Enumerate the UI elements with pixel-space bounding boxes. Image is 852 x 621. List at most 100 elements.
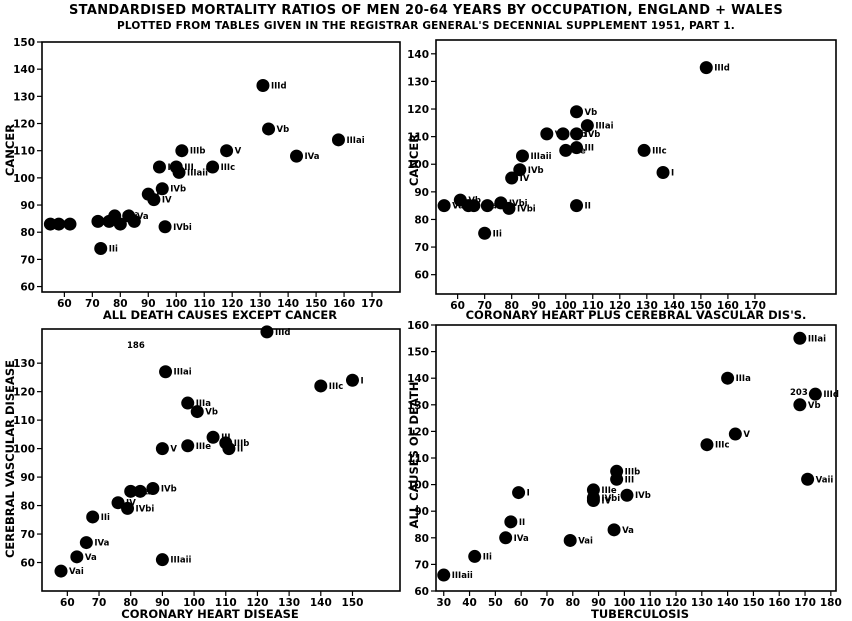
- data-point: [656, 166, 670, 180]
- point-label: Vai: [452, 202, 467, 212]
- point-label: I: [360, 376, 363, 386]
- point-label: IVa: [94, 539, 109, 549]
- point-label: IIIaii: [452, 571, 473, 581]
- point-label: Vaii: [139, 487, 157, 497]
- data-point: [556, 127, 570, 141]
- point-label: IV: [520, 174, 530, 184]
- x-axis-label: ALL DEATH CAUSES EXCEPT CANCER: [103, 308, 337, 322]
- point-label: IVa: [514, 534, 529, 544]
- point-label: IIIa: [196, 399, 211, 409]
- x-tick-label: 160: [333, 298, 355, 310]
- data-point: [147, 193, 161, 207]
- data-point: [637, 143, 651, 157]
- x-tick-label: 170: [744, 300, 766, 312]
- data-point: [94, 242, 108, 256]
- point-label: IIi: [101, 513, 110, 523]
- point-label: IIIai: [174, 368, 192, 378]
- y-tick-label: 90: [20, 200, 35, 212]
- point-label: Vb: [808, 401, 821, 411]
- point-label: IIi: [493, 229, 502, 239]
- point-label: II: [237, 445, 243, 455]
- point-label: V: [170, 445, 177, 455]
- y-tick-label: 70: [20, 529, 35, 541]
- point-label: V: [743, 430, 750, 440]
- data-point: [580, 119, 594, 133]
- y-tick-label: 110: [13, 146, 35, 158]
- y-axis-label: CANCER: [3, 124, 17, 176]
- point-label: IIIc: [715, 441, 730, 451]
- point-label: IIIb: [190, 147, 206, 157]
- data-point: [155, 553, 169, 567]
- data-point: [808, 387, 822, 401]
- point-label: Vb: [205, 408, 218, 418]
- point-label: IVbi: [509, 199, 528, 209]
- data-point: [175, 144, 189, 158]
- data-point: [133, 484, 147, 498]
- data-point: [540, 127, 554, 141]
- x-tick-label: 180: [820, 597, 842, 609]
- data-point: [91, 214, 105, 228]
- x-tick-label: 110: [215, 597, 237, 609]
- data-point: [314, 379, 328, 393]
- x-tick-label: 150: [305, 298, 327, 310]
- plot-frame: [435, 324, 837, 592]
- data-point: [607, 523, 621, 537]
- point-label: III: [184, 163, 194, 173]
- scatter-panel-all-causes-vs-tuberculosis: 30 40 50 60 70 80 90 100 110 120 130 140 150 160 170 18…: [407, 320, 842, 621]
- point-label: I: [671, 169, 674, 179]
- x-tick-label: 140: [663, 300, 685, 312]
- point-label: Vaii: [816, 475, 834, 485]
- y-tick-label: 130: [13, 358, 35, 370]
- x-tick-label: 150: [342, 597, 364, 609]
- x-tick-label: 60: [60, 597, 75, 609]
- data-point: [468, 549, 482, 563]
- data-point: [480, 199, 494, 213]
- y-tick-label: 90: [414, 187, 429, 199]
- x-tick-label: 80: [123, 597, 138, 609]
- data-point: [570, 141, 584, 155]
- point-label: II: [519, 518, 525, 528]
- data-point: [586, 494, 600, 508]
- data-point: [610, 472, 624, 486]
- data-point: [159, 365, 173, 379]
- x-tick-label: 30: [436, 597, 451, 609]
- y-tick-label: 70: [414, 242, 429, 254]
- x-tick-label: 120: [665, 597, 687, 609]
- data-point: [206, 430, 220, 444]
- point-label: III: [585, 144, 595, 154]
- point-label: Va: [85, 553, 97, 563]
- data-point: [222, 442, 236, 456]
- y-tick-label: 110: [13, 415, 35, 427]
- data-point: [290, 149, 304, 163]
- data-point: [111, 496, 125, 510]
- data-point: [54, 564, 68, 578]
- data-point: [559, 143, 573, 157]
- point-label: IVbi: [173, 223, 192, 233]
- chart-title: STANDARDISED MORTALITY RATIOS OF MEN 20-…: [69, 3, 783, 18]
- point-label: IVb: [585, 130, 601, 140]
- y-tick-label: 80: [20, 501, 35, 513]
- data-point: [260, 325, 274, 339]
- x-tick-label: 90: [141, 298, 156, 310]
- data-point: [220, 144, 234, 158]
- x-tick-label: 110: [193, 298, 215, 310]
- data-point: [700, 438, 714, 452]
- y-tick-label: 140: [407, 49, 429, 61]
- y-tick-label: 150: [407, 347, 429, 359]
- x-tick-label: 170: [361, 298, 383, 310]
- data-point: [155, 182, 169, 196]
- scatter-panel-cancer-vs-all-except-cancer: 60 70 80 90 100 110 120 130 140 150 160 170 60 70 80 90…: [3, 37, 401, 322]
- point-label: IIIc: [221, 163, 236, 173]
- x-tick-label: 110: [639, 597, 661, 609]
- data-point: [146, 481, 160, 495]
- y-tick-label: 130: [407, 400, 429, 412]
- y-tick-label: 70: [20, 254, 35, 266]
- data-point: [437, 199, 451, 213]
- point-label: IIId: [714, 64, 730, 74]
- data-point: [512, 486, 526, 500]
- data-point: [793, 331, 807, 345]
- data-point: [345, 373, 359, 387]
- point-label: IIId: [823, 390, 839, 400]
- y-tick-label: 70: [414, 559, 429, 571]
- annotation-label: 203: [790, 388, 808, 398]
